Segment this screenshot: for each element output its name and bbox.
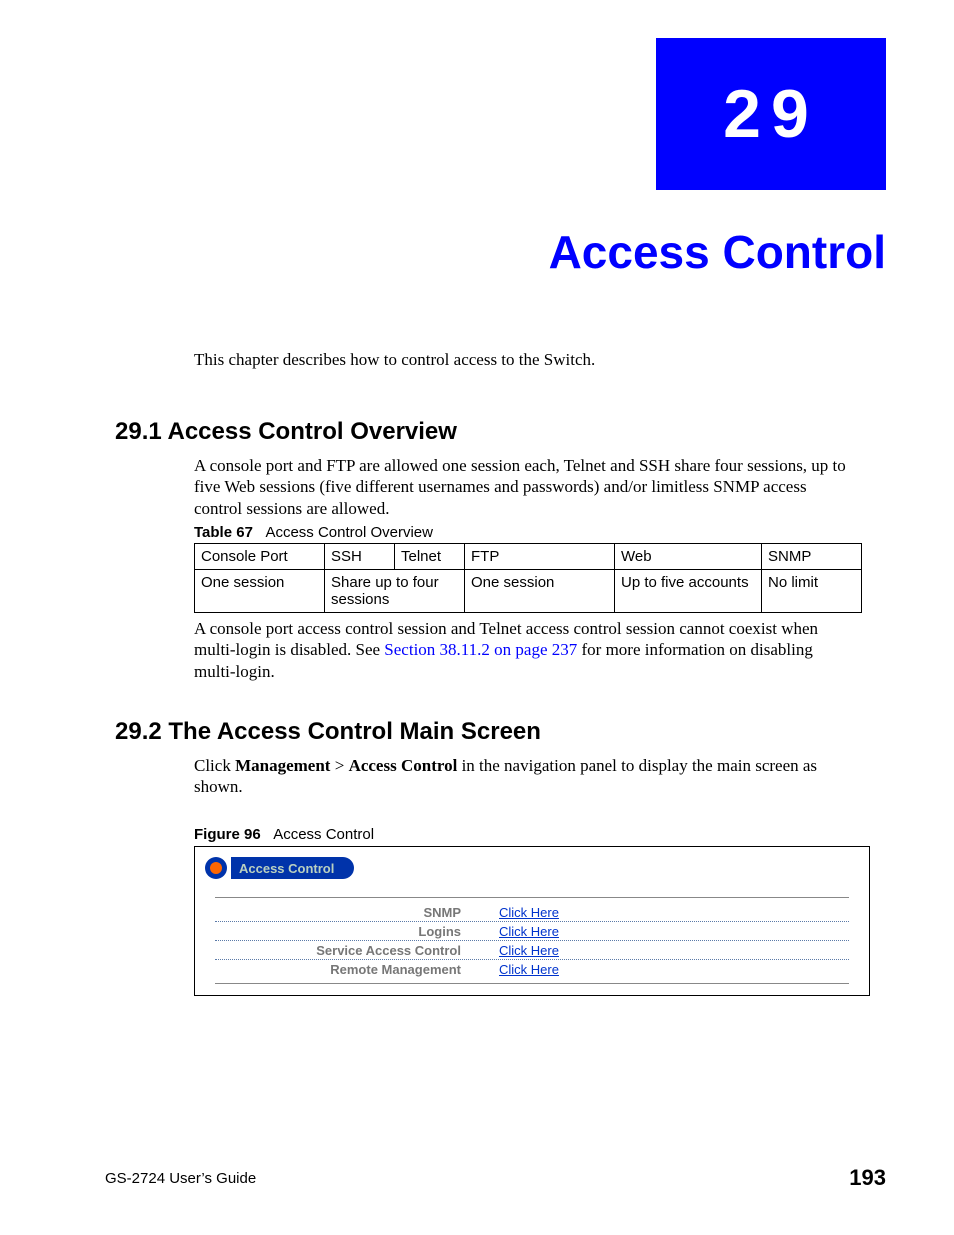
figure-panel-header: Access Control xyxy=(205,857,354,879)
table-header-row: Console Port SSH Telnet FTP Web SNMP xyxy=(195,544,862,570)
chapter-badge: 29 xyxy=(656,38,886,190)
figure-row-service-access: Service Access Control Click Here xyxy=(215,941,849,960)
footer-guide-name: GS-2724 User’s Guide xyxy=(105,1170,256,1187)
figure-row-remote-mgmt: Remote Management Click Here xyxy=(215,960,849,979)
panel-roundel-inner xyxy=(210,862,222,874)
chapter-number: 29 xyxy=(723,75,819,153)
td-ssh-telnet: Share up to four sessions xyxy=(325,570,465,613)
footer-page-number: 193 xyxy=(849,1165,886,1191)
section-heading-29-2: 29.2 The Access Control Main Screen xyxy=(115,718,541,746)
figure-row-snmp: SNMP Click Here xyxy=(215,903,849,922)
figure-row-link[interactable]: Click Here xyxy=(469,924,559,939)
body3-b1: Management xyxy=(235,756,330,775)
th-ftp: FTP xyxy=(465,544,615,570)
chapter-intro: This chapter describes how to control ac… xyxy=(194,350,844,370)
access-control-overview-table: Console Port SSH Telnet FTP Web SNMP One… xyxy=(194,543,862,613)
figure-caption-text: Access Control xyxy=(273,826,374,843)
td-snmp: No limit xyxy=(762,570,862,613)
figure-row-link[interactable]: Click Here xyxy=(469,962,559,977)
table-caption-label: Table 67 xyxy=(194,524,253,541)
figure-caption: Figure 96 Access Control xyxy=(194,826,374,843)
section-heading-29-1: 29.1 Access Control Overview xyxy=(115,418,457,446)
td-ftp: One session xyxy=(465,570,615,613)
figure-row-label: Logins xyxy=(215,924,469,939)
cross-reference-link[interactable]: Section 38.11.2 on page 237 xyxy=(384,640,577,659)
th-telnet: Telnet xyxy=(395,544,465,570)
figure-divider-top xyxy=(215,897,849,898)
figure-rows: SNMP Click Here Logins Click Here Servic… xyxy=(215,903,849,979)
table-data-row: One session Share up to four sessions On… xyxy=(195,570,862,613)
body3-b2: Access Control xyxy=(349,756,458,775)
section-29-1-body2: A console port access control session an… xyxy=(194,618,854,682)
chapter-title: Access Control xyxy=(549,225,886,279)
table-caption: Table 67 Access Control Overview xyxy=(194,524,433,541)
th-ssh: SSH xyxy=(325,544,395,570)
figure-divider-bottom xyxy=(215,983,849,984)
figure-row-label: SNMP xyxy=(215,905,469,920)
body3-mid: > xyxy=(330,756,348,775)
table-caption-text: Access Control Overview xyxy=(265,524,433,541)
page: 29 Access Control This chapter describes… xyxy=(0,0,954,1235)
section-29-1-body: A console port and FTP are allowed one s… xyxy=(194,455,854,519)
panel-roundel-icon xyxy=(205,857,227,879)
figure-caption-label: Figure 96 xyxy=(194,826,261,843)
panel-title: Access Control xyxy=(231,857,354,879)
figure-row-link[interactable]: Click Here xyxy=(469,943,559,958)
body3-pre: Click xyxy=(194,756,235,775)
td-web: Up to five accounts xyxy=(615,570,762,613)
figure-access-control-panel: Access Control SNMP Click Here Logins Cl… xyxy=(194,846,870,996)
td-console: One session xyxy=(195,570,325,613)
figure-row-label: Service Access Control xyxy=(215,943,469,958)
th-web: Web xyxy=(615,544,762,570)
figure-row-link[interactable]: Click Here xyxy=(469,905,559,920)
figure-row-logins: Logins Click Here xyxy=(215,922,849,941)
figure-row-label: Remote Management xyxy=(215,962,469,977)
th-console: Console Port xyxy=(195,544,325,570)
section-29-2-body: Click Management > Access Control in the… xyxy=(194,755,854,798)
th-snmp: SNMP xyxy=(762,544,862,570)
